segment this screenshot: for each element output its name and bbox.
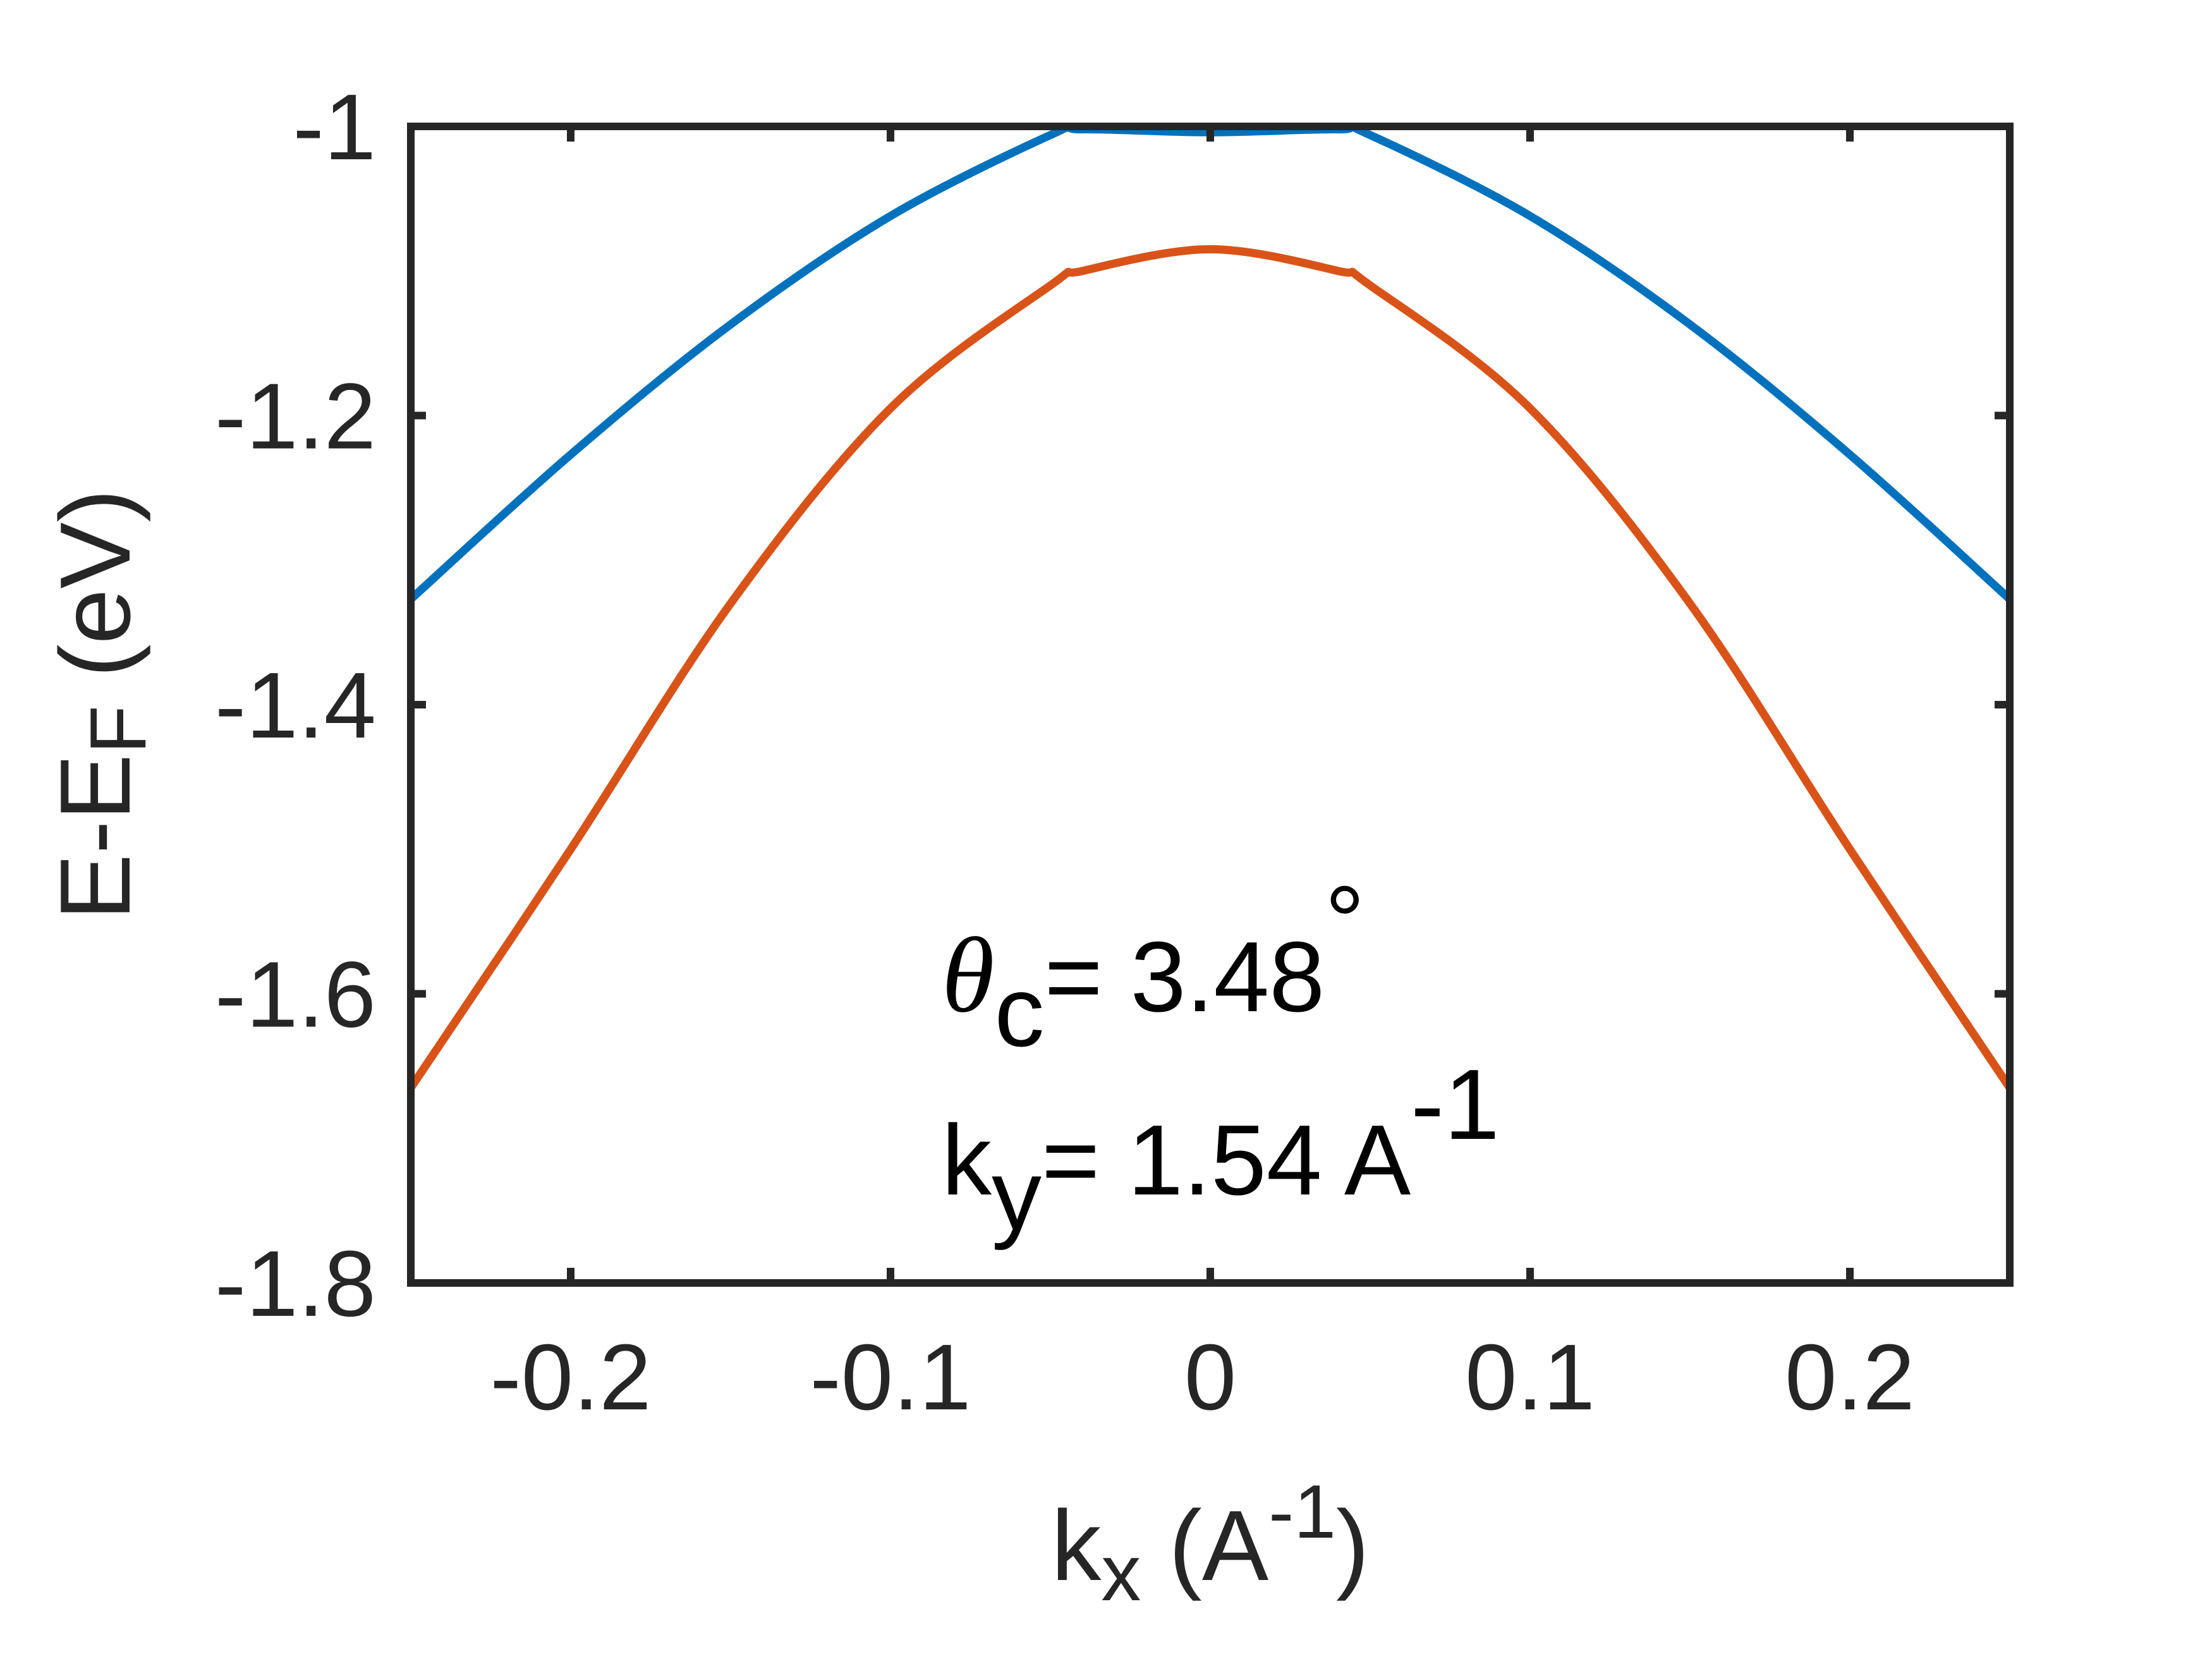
y-tick-label: -1.2 (215, 365, 376, 469)
x-axis-label-sub: x (1101, 1528, 1141, 1617)
annotation-ky-main: k (942, 1105, 992, 1216)
y-tick-label: -1.8 (215, 1232, 376, 1336)
annotation-theta-sub: c (995, 956, 1045, 1067)
y-axis-label-sub: F (73, 705, 162, 754)
annotation-ky-sup: -1 (1411, 1049, 1500, 1160)
x-axis-label-main: k (1051, 1490, 1102, 1601)
x-tick-label: -0.2 (490, 1325, 651, 1430)
plot-frame (407, 123, 2014, 1287)
annotation-ky-sub: y (992, 1139, 1042, 1251)
y-tick-label: -1.4 (215, 653, 376, 758)
annotation-ky-value: = 1.54 A (1042, 1105, 1411, 1216)
series-line-2 (407, 245, 2014, 1090)
x-axis-label-sup: -1 (1268, 1469, 1336, 1554)
tick-label-layer: -0.2 -0.1 0 0.1 0.2 -1 -1.2 -1.4 -1.6 -1.8 (215, 75, 1915, 1430)
x-tick-label: 0 (1184, 1325, 1236, 1430)
y-axis-label: E-EF (eV) (40, 489, 162, 921)
annotation-theta-symbol: θ (942, 916, 995, 1035)
annotation-theta-value: = 3.48 (1045, 921, 1325, 1033)
y-tick-label: -1.6 (215, 943, 376, 1047)
annotation-ky: ky= 1.54 A-1 (942, 1049, 1500, 1251)
x-axis-label-close: ) (1336, 1490, 1370, 1601)
x-tick-label: 0.2 (1785, 1325, 1915, 1430)
x-axis-label: kx (A-1) (1051, 1469, 1369, 1617)
y-axis-label-rest: (eV) (40, 489, 151, 705)
y-tick-label: -1 (293, 75, 376, 179)
x-tick-label: 0.1 (1465, 1325, 1595, 1430)
y-axis-label-main: E-E (40, 754, 151, 920)
x-axis-label-rest: (A (1141, 1490, 1269, 1601)
annotation-theta: θc= 3.48° (942, 866, 1364, 1067)
annotation-theta-degree: ° (1325, 866, 1364, 977)
x-tick-label: -0.1 (810, 1325, 971, 1430)
